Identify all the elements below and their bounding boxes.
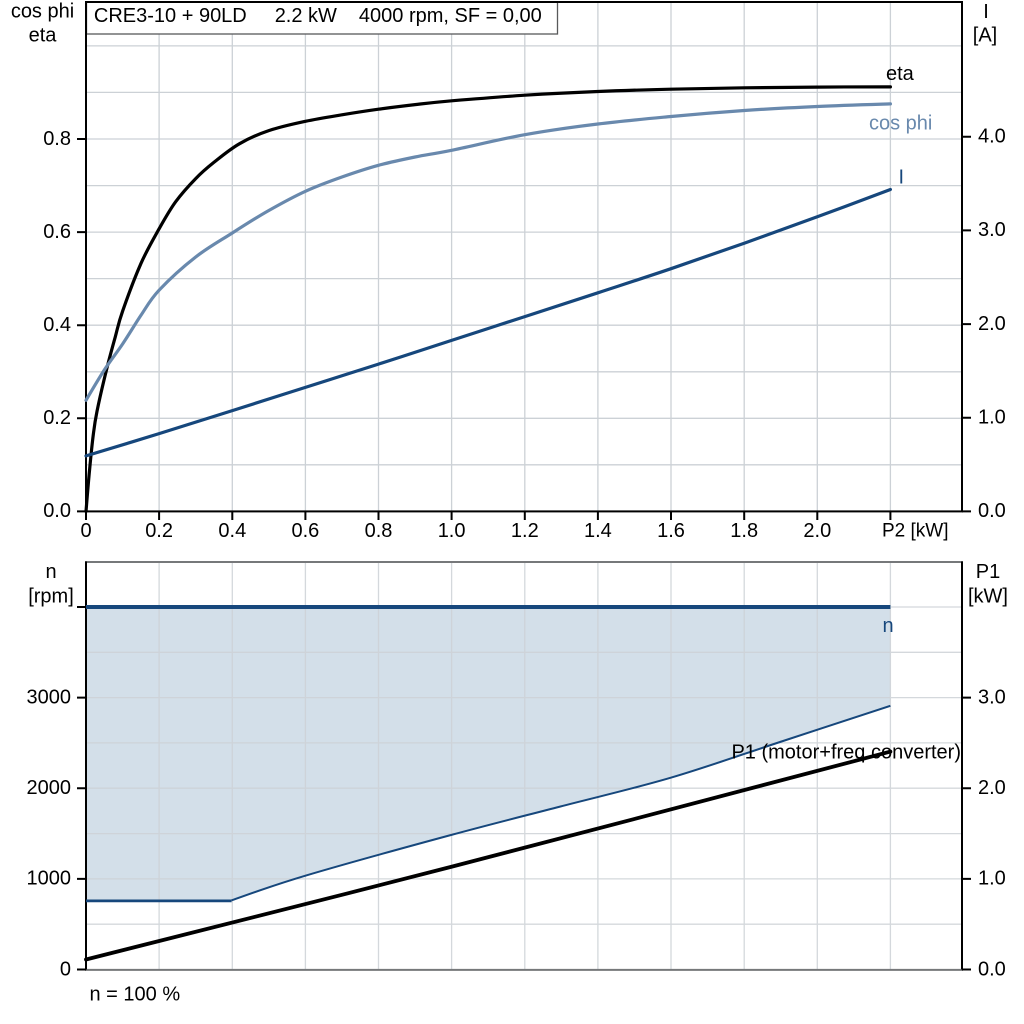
- svg-text:0.4: 0.4: [43, 314, 71, 336]
- svg-text:2.0: 2.0: [803, 520, 831, 542]
- svg-text:cos phi: cos phi: [869, 112, 932, 134]
- svg-text:4000 rpm, SF = 0,00: 4000 rpm, SF = 0,00: [359, 5, 542, 27]
- svg-text:0.6: 0.6: [291, 520, 319, 542]
- svg-text:I: I: [983, 1, 989, 23]
- svg-text:1.0: 1.0: [978, 868, 1006, 890]
- svg-text:cos phi: cos phi: [11, 1, 74, 23]
- svg-text:0.8: 0.8: [365, 520, 393, 542]
- svg-text:1.0: 1.0: [438, 520, 466, 542]
- svg-text:1.0: 1.0: [978, 407, 1006, 429]
- svg-text:n = 100 %: n = 100 %: [90, 984, 181, 1006]
- svg-text:2000: 2000: [27, 777, 72, 799]
- svg-text:0.2: 0.2: [145, 520, 173, 542]
- svg-text:1.6: 1.6: [657, 520, 685, 542]
- svg-text:3000: 3000: [27, 686, 72, 708]
- svg-text:n: n: [45, 561, 56, 583]
- svg-text:2.0: 2.0: [978, 777, 1006, 799]
- svg-text:2.0: 2.0: [978, 313, 1006, 335]
- svg-text:n: n: [883, 615, 894, 637]
- svg-text:1.2: 1.2: [511, 520, 539, 542]
- svg-text:[kW]: [kW]: [968, 586, 1008, 608]
- svg-text:0.8: 0.8: [43, 128, 71, 150]
- svg-text:P1 (motor+freq.converter): P1 (motor+freq.converter): [731, 742, 961, 764]
- svg-text:0.0: 0.0: [978, 500, 1006, 522]
- svg-text:eta: eta: [886, 63, 915, 85]
- svg-text:CRE3-10 + 90LD: CRE3-10 + 90LD: [94, 5, 247, 27]
- svg-text:eta: eta: [29, 24, 58, 46]
- svg-text:3.0: 3.0: [978, 219, 1006, 241]
- svg-text:0.6: 0.6: [43, 221, 71, 243]
- svg-text:[A]: [A]: [973, 25, 997, 47]
- svg-text:0.2: 0.2: [43, 407, 71, 429]
- svg-text:0.0: 0.0: [43, 500, 71, 522]
- svg-text:4.0: 4.0: [978, 126, 1006, 148]
- svg-text:I: I: [899, 167, 905, 189]
- svg-text:1.4: 1.4: [584, 520, 612, 542]
- svg-text:P2 [kW]: P2 [kW]: [882, 521, 949, 542]
- svg-text:2.2 kW: 2.2 kW: [275, 5, 337, 27]
- svg-text:1000: 1000: [27, 868, 72, 890]
- svg-text:0.0: 0.0: [978, 958, 1006, 980]
- svg-text:P1: P1: [976, 561, 1000, 583]
- svg-text:0: 0: [60, 958, 71, 980]
- svg-text:3.0: 3.0: [978, 686, 1006, 708]
- svg-text:[rpm]: [rpm]: [28, 586, 74, 608]
- svg-text:1.8: 1.8: [730, 520, 758, 542]
- svg-text:0.4: 0.4: [218, 520, 246, 542]
- svg-text:0: 0: [80, 520, 91, 542]
